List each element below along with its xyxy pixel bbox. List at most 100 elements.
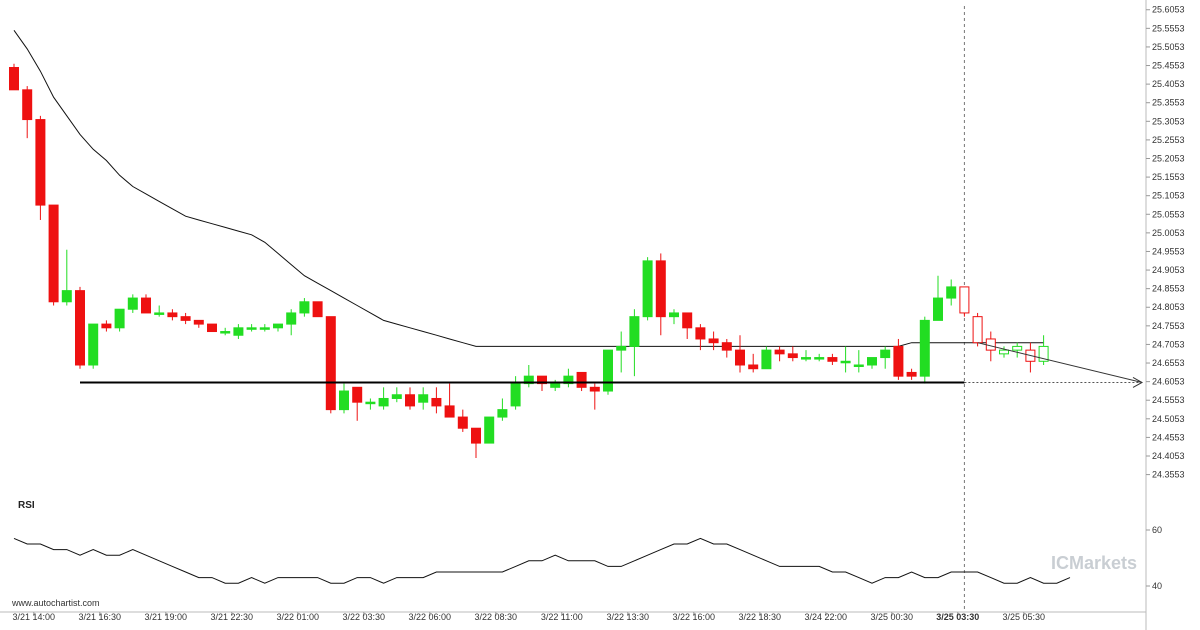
y-tick-label: 24.9553 — [1152, 246, 1185, 256]
candle — [154, 305, 165, 317]
candle — [853, 350, 864, 373]
candle — [391, 387, 402, 403]
y-tick-label: 25.1053 — [1152, 191, 1185, 201]
rsi-line — [13, 537, 1071, 584]
y-tick-label: 25.0053 — [1152, 228, 1185, 238]
candle — [246, 324, 257, 332]
candle — [207, 323, 217, 333]
candle — [431, 387, 442, 414]
candle — [471, 427, 481, 458]
candle-body — [933, 297, 943, 321]
candle — [22, 86, 33, 139]
candle — [933, 275, 943, 321]
candle-body — [180, 316, 191, 321]
rsi-panel: 60 40 — [13, 525, 1162, 591]
candle — [510, 376, 521, 410]
x-tick-label: 3/25 00:30 — [871, 612, 914, 622]
candle — [893, 338, 904, 380]
candle-body — [735, 349, 745, 366]
candles — [9, 63, 1049, 458]
y-tick-label: 25.2053 — [1152, 153, 1185, 163]
x-tick-label: 3/21 19:00 — [145, 612, 188, 622]
candle-body — [193, 319, 204, 325]
candle-body — [220, 331, 231, 334]
candle — [286, 309, 297, 336]
candle-body — [405, 394, 415, 407]
candle-body — [273, 323, 283, 329]
candle — [972, 312, 983, 347]
candle — [563, 368, 574, 388]
candle-body — [471, 427, 481, 444]
x-tick-label: 3/21 22:30 — [211, 612, 254, 622]
candle — [193, 319, 204, 328]
candle-body — [9, 67, 19, 91]
candle-body — [999, 349, 1009, 355]
forecast-arrow-head — [1132, 377, 1144, 388]
candle-body — [787, 353, 798, 359]
candle — [616, 331, 627, 373]
candle — [748, 353, 759, 373]
candle-body — [959, 286, 970, 314]
candle — [167, 309, 178, 321]
y-tick-label: 24.8053 — [1152, 302, 1185, 312]
x-tick-label: 3/22 11:00 — [541, 612, 583, 622]
candle-body — [259, 327, 270, 330]
x-tick-label: 3/22 06:00 — [409, 612, 452, 622]
candle-body — [286, 312, 297, 325]
candle-body — [695, 327, 706, 340]
candle-body — [985, 338, 996, 351]
candle-body — [88, 323, 99, 366]
x-tick-label: 3/22 08:30 — [475, 612, 518, 622]
candle — [603, 349, 613, 395]
y-axis: 25.6053 25.5553 25.5053 25.4553 25.4053 25.35… — [1146, 5, 1185, 480]
candle — [273, 323, 283, 332]
candle — [999, 346, 1009, 358]
y-tick-label: 25.3553 — [1152, 98, 1185, 108]
candle-body — [418, 394, 429, 403]
candle — [906, 368, 917, 380]
candle-body — [312, 301, 323, 318]
candle-body — [246, 327, 257, 330]
candle — [405, 387, 415, 410]
candle — [114, 308, 125, 332]
candle-body — [444, 405, 455, 418]
x-tick-label: 3/22 13:30 — [607, 612, 650, 622]
candle-body — [880, 349, 891, 359]
candle — [629, 309, 640, 377]
candle-body — [510, 383, 521, 407]
y-tick-label: 24.4053 — [1152, 451, 1185, 461]
candle — [669, 309, 679, 325]
y-tick-label: 24.4553 — [1152, 432, 1185, 442]
candle-body — [431, 397, 442, 407]
candle — [101, 320, 112, 332]
candle-body — [972, 316, 983, 344]
y-tick-label: 25.3053 — [1152, 116, 1185, 126]
y-tick-label: 24.5553 — [1152, 395, 1185, 405]
candle — [259, 324, 270, 332]
candle — [1012, 342, 1023, 358]
x-tick-label: 3/24 22:00 — [805, 612, 848, 622]
candle-body — [114, 308, 125, 329]
x-tick-label: 3/25 05:30 — [1003, 612, 1046, 622]
candle-body — [1038, 345, 1049, 362]
y-tick-label: 25.5553 — [1152, 23, 1185, 33]
candle — [141, 294, 151, 314]
candle — [589, 383, 600, 410]
candle — [299, 298, 310, 317]
y-tick-label: 24.7553 — [1152, 321, 1185, 331]
y-tick-label: 25.0553 — [1152, 209, 1185, 219]
candle — [233, 324, 244, 339]
candle-body — [22, 89, 33, 121]
candle-body — [906, 371, 917, 377]
candle — [180, 312, 191, 325]
candle — [88, 323, 99, 369]
rsi-label: RSI — [18, 500, 35, 511]
forecast-arrow-line — [977, 342, 1143, 383]
candle — [787, 346, 798, 362]
candle-body — [721, 342, 732, 351]
candle-body — [814, 357, 825, 360]
candle-body — [550, 383, 561, 388]
candle-body — [378, 397, 389, 407]
candle-body — [154, 312, 165, 315]
